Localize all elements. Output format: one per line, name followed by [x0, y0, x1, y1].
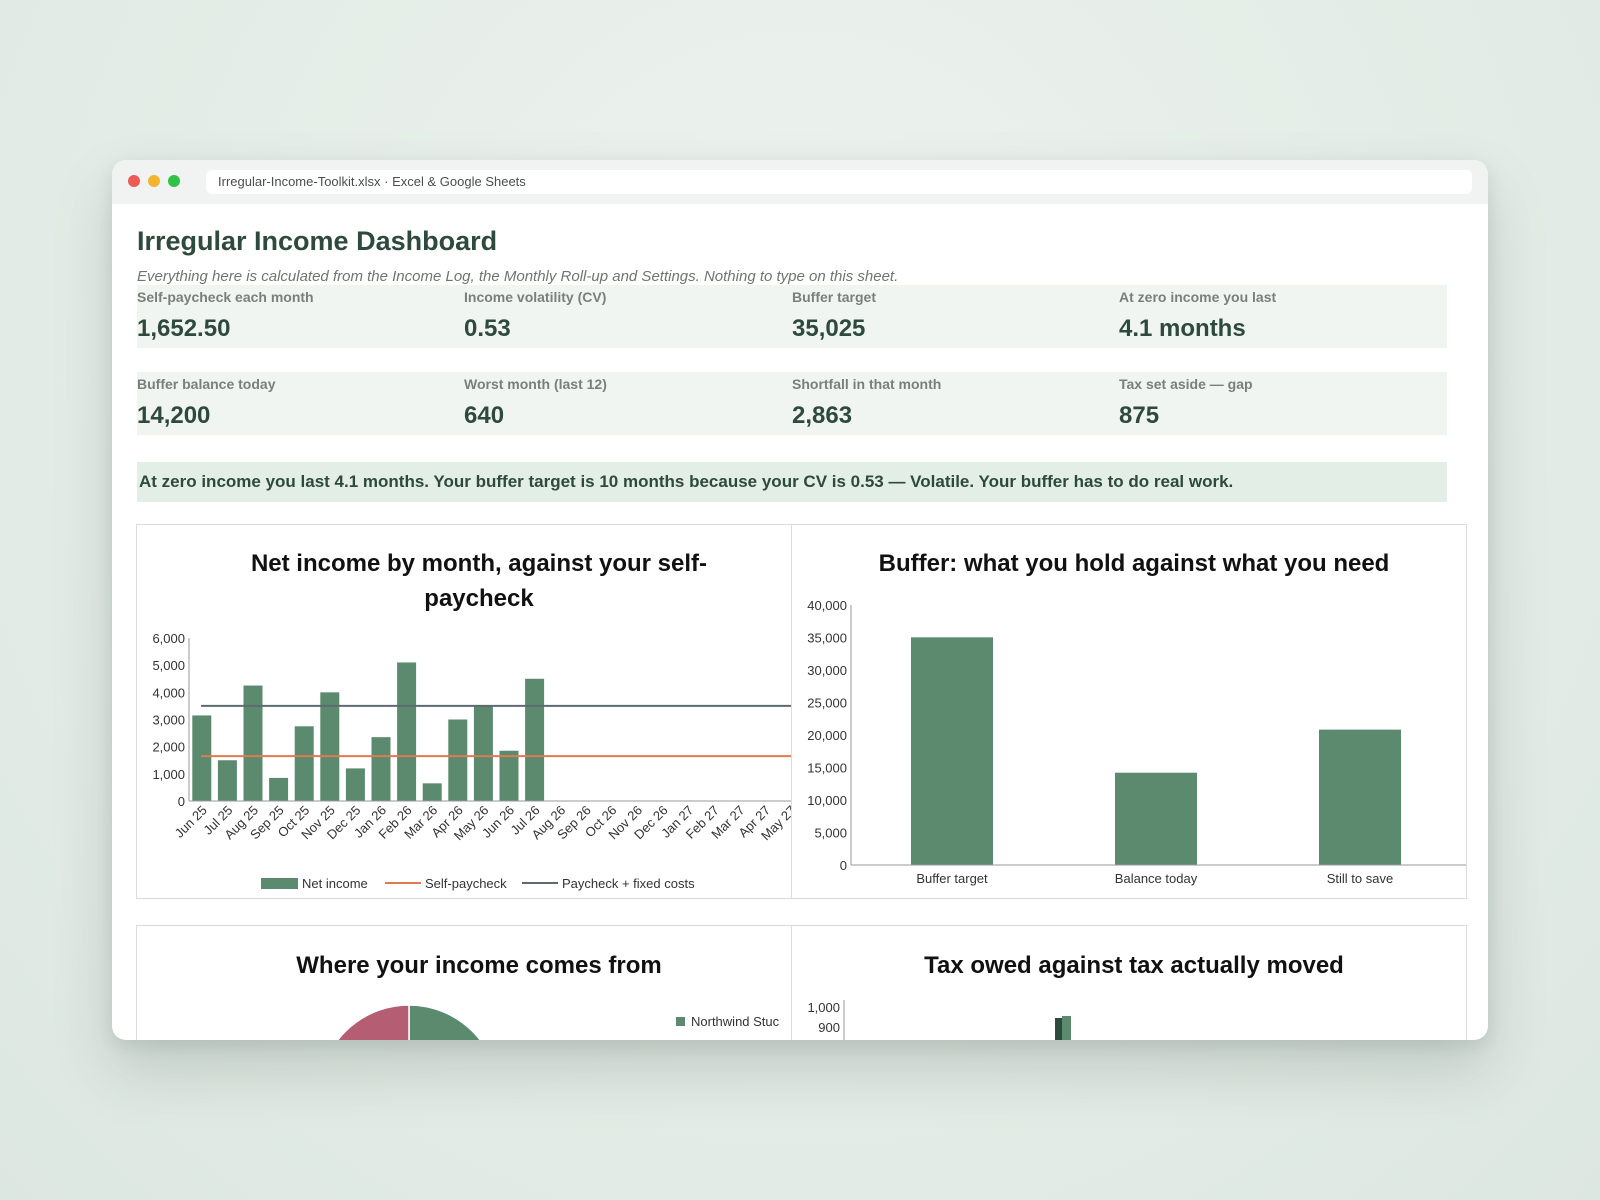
bar-net-income: [422, 783, 442, 801]
bar-net-income: [217, 760, 237, 801]
bar-net-income: [243, 685, 263, 801]
kpi-value: 0.53: [464, 315, 511, 342]
x-tick-label: Still to save: [1327, 871, 1393, 886]
kpi-value: 640: [464, 402, 505, 429]
app-window: Irregular-Income-Toolkit.xlsx · Excel & …: [112, 160, 1488, 1040]
bar-net-income: [269, 777, 289, 801]
kpi-row-1: Self-paycheck each month 1,652.50 Income…: [137, 285, 1447, 348]
legend-label-northwind: Northwind Stuc: [691, 1014, 780, 1029]
bar-buffer-target: [911, 637, 993, 865]
bar-net-income: [192, 715, 212, 801]
kpi-value: 4.1 months: [1119, 315, 1246, 342]
bar-net-income: [473, 705, 493, 801]
legend-label-fixed-costs: Paycheck + fixed costs: [562, 876, 695, 891]
close-window-button[interactable]: [128, 175, 140, 187]
kpi-value: 14,200: [137, 402, 211, 429]
tax-chart-panel[interactable]: Tax owed against tax actually moved 1,00…: [791, 925, 1467, 1040]
kpi-label: At zero income you last: [1119, 289, 1277, 305]
y-tick-label: 6,000: [152, 631, 185, 646]
bar-net-income: [371, 737, 391, 801]
y-tick-label: 0: [840, 858, 847, 873]
y-tick-label: 10,000: [807, 793, 847, 808]
kpi-value: 35,025: [792, 315, 866, 342]
chart-legend: Net income Self-paycheck Paycheck + fixe…: [261, 876, 695, 891]
file-path-bar[interactable]: Irregular-Income-Toolkit.xlsx · Excel & …: [206, 170, 1472, 194]
buffer-chart: Buffer: what you hold against what you n…: [807, 550, 1466, 886]
y-tick-label: 0: [178, 794, 185, 809]
bar-net-income: [320, 692, 340, 801]
legend-swatch-net-income: [261, 878, 298, 889]
legend-label-net-income: Net income: [302, 876, 368, 891]
buffer-chart-panel[interactable]: Buffer: what you hold against what you n…: [791, 524, 1467, 899]
bar-net-income: [397, 662, 417, 801]
kpi-row-2: Buffer balance today 14,200 Worst month …: [137, 372, 1447, 435]
bar-net-income: [499, 750, 519, 801]
y-tick-label: 25,000: [807, 696, 847, 711]
bar-net-income: [525, 678, 545, 801]
y-tick-label: 2,000: [152, 740, 185, 755]
bar-net-income: [448, 719, 468, 801]
y-tick-label: 3,000: [152, 713, 185, 728]
y-tick-label: 30,000: [807, 663, 847, 678]
kpi-label: Worst month (last 12): [464, 376, 607, 392]
maximize-window-button[interactable]: [168, 175, 180, 187]
tax-chart: Tax owed against tax actually moved 1,00…: [807, 952, 1344, 1040]
bar-tax-owed: [1055, 1018, 1063, 1040]
bar-tax-moved: [1062, 1016, 1071, 1040]
kpi-value: 2,863: [792, 402, 853, 429]
page-subtitle: Everything here is calculated from the I…: [137, 268, 899, 285]
net-income-chart: Net income by month, against your self- …: [152, 550, 791, 891]
net-income-chart-panel[interactable]: Net income by month, against your self- …: [136, 524, 792, 899]
y-tick-label: 15,000: [807, 761, 847, 776]
minimize-window-button[interactable]: [148, 175, 160, 187]
title-bar: Irregular-Income-Toolkit.xlsx · Excel & …: [112, 160, 1488, 204]
income-sources-chart-panel[interactable]: Where your income comes from Northwind S…: [136, 925, 792, 1040]
chart-title: Where your income comes from: [296, 952, 661, 979]
kpi-label: Self-paycheck each month: [137, 289, 314, 305]
kpi-label: Shortfall in that month: [792, 376, 942, 392]
kpi-value: 1,652.50: [137, 315, 231, 342]
y-tick-label: 40,000: [807, 598, 847, 613]
legend-label-self-paycheck: Self-paycheck: [425, 876, 507, 891]
kpi-label: Buffer target: [792, 289, 877, 305]
income-sources-chart: Where your income comes from Northwind S…: [296, 952, 780, 1040]
kpi-label: Buffer balance today: [137, 376, 276, 392]
pie-slice-other: [336, 1004, 410, 1040]
chart-title: Tax owed against tax actually moved: [924, 952, 1344, 979]
y-tick-label: 20,000: [807, 728, 847, 743]
y-tick-label: 4,000: [152, 685, 185, 700]
chart-title: Buffer: what you hold against what you n…: [879, 550, 1390, 577]
chart-title-line-1: Net income by month, against your self-: [251, 550, 707, 577]
bar-net-income: [345, 768, 365, 801]
y-tick-label: 1,000: [807, 1000, 840, 1015]
legend-swatch-northwind: [676, 1017, 685, 1026]
x-tick-label: Balance today: [1115, 871, 1198, 886]
summary-banner: At zero income you last 4.1 months. Your…: [137, 462, 1447, 502]
kpi-label: Income volatility (CV): [464, 289, 607, 305]
y-tick-label: 5,000: [152, 658, 185, 673]
y-tick-label: 5,000: [814, 826, 847, 841]
y-tick-label: 35,000: [807, 631, 847, 646]
pie-slice-northwind: [408, 1004, 482, 1040]
y-tick-label: 900: [818, 1020, 840, 1035]
kpi-value: 875: [1119, 402, 1160, 429]
dashboard-sheet: Irregular Income Dashboard Everything he…: [112, 204, 1488, 1040]
y-tick-label: 1,000: [152, 767, 185, 782]
chart-title-line-2: paycheck: [424, 585, 534, 612]
bar-net-income: [294, 726, 314, 801]
bar-still-to-save: [1319, 729, 1401, 865]
page-title: Irregular Income Dashboard: [137, 226, 498, 256]
kpi-label: Tax set aside — gap: [1119, 376, 1253, 392]
bar-balance-today: [1115, 772, 1197, 865]
x-tick-label: Buffer target: [916, 871, 988, 886]
